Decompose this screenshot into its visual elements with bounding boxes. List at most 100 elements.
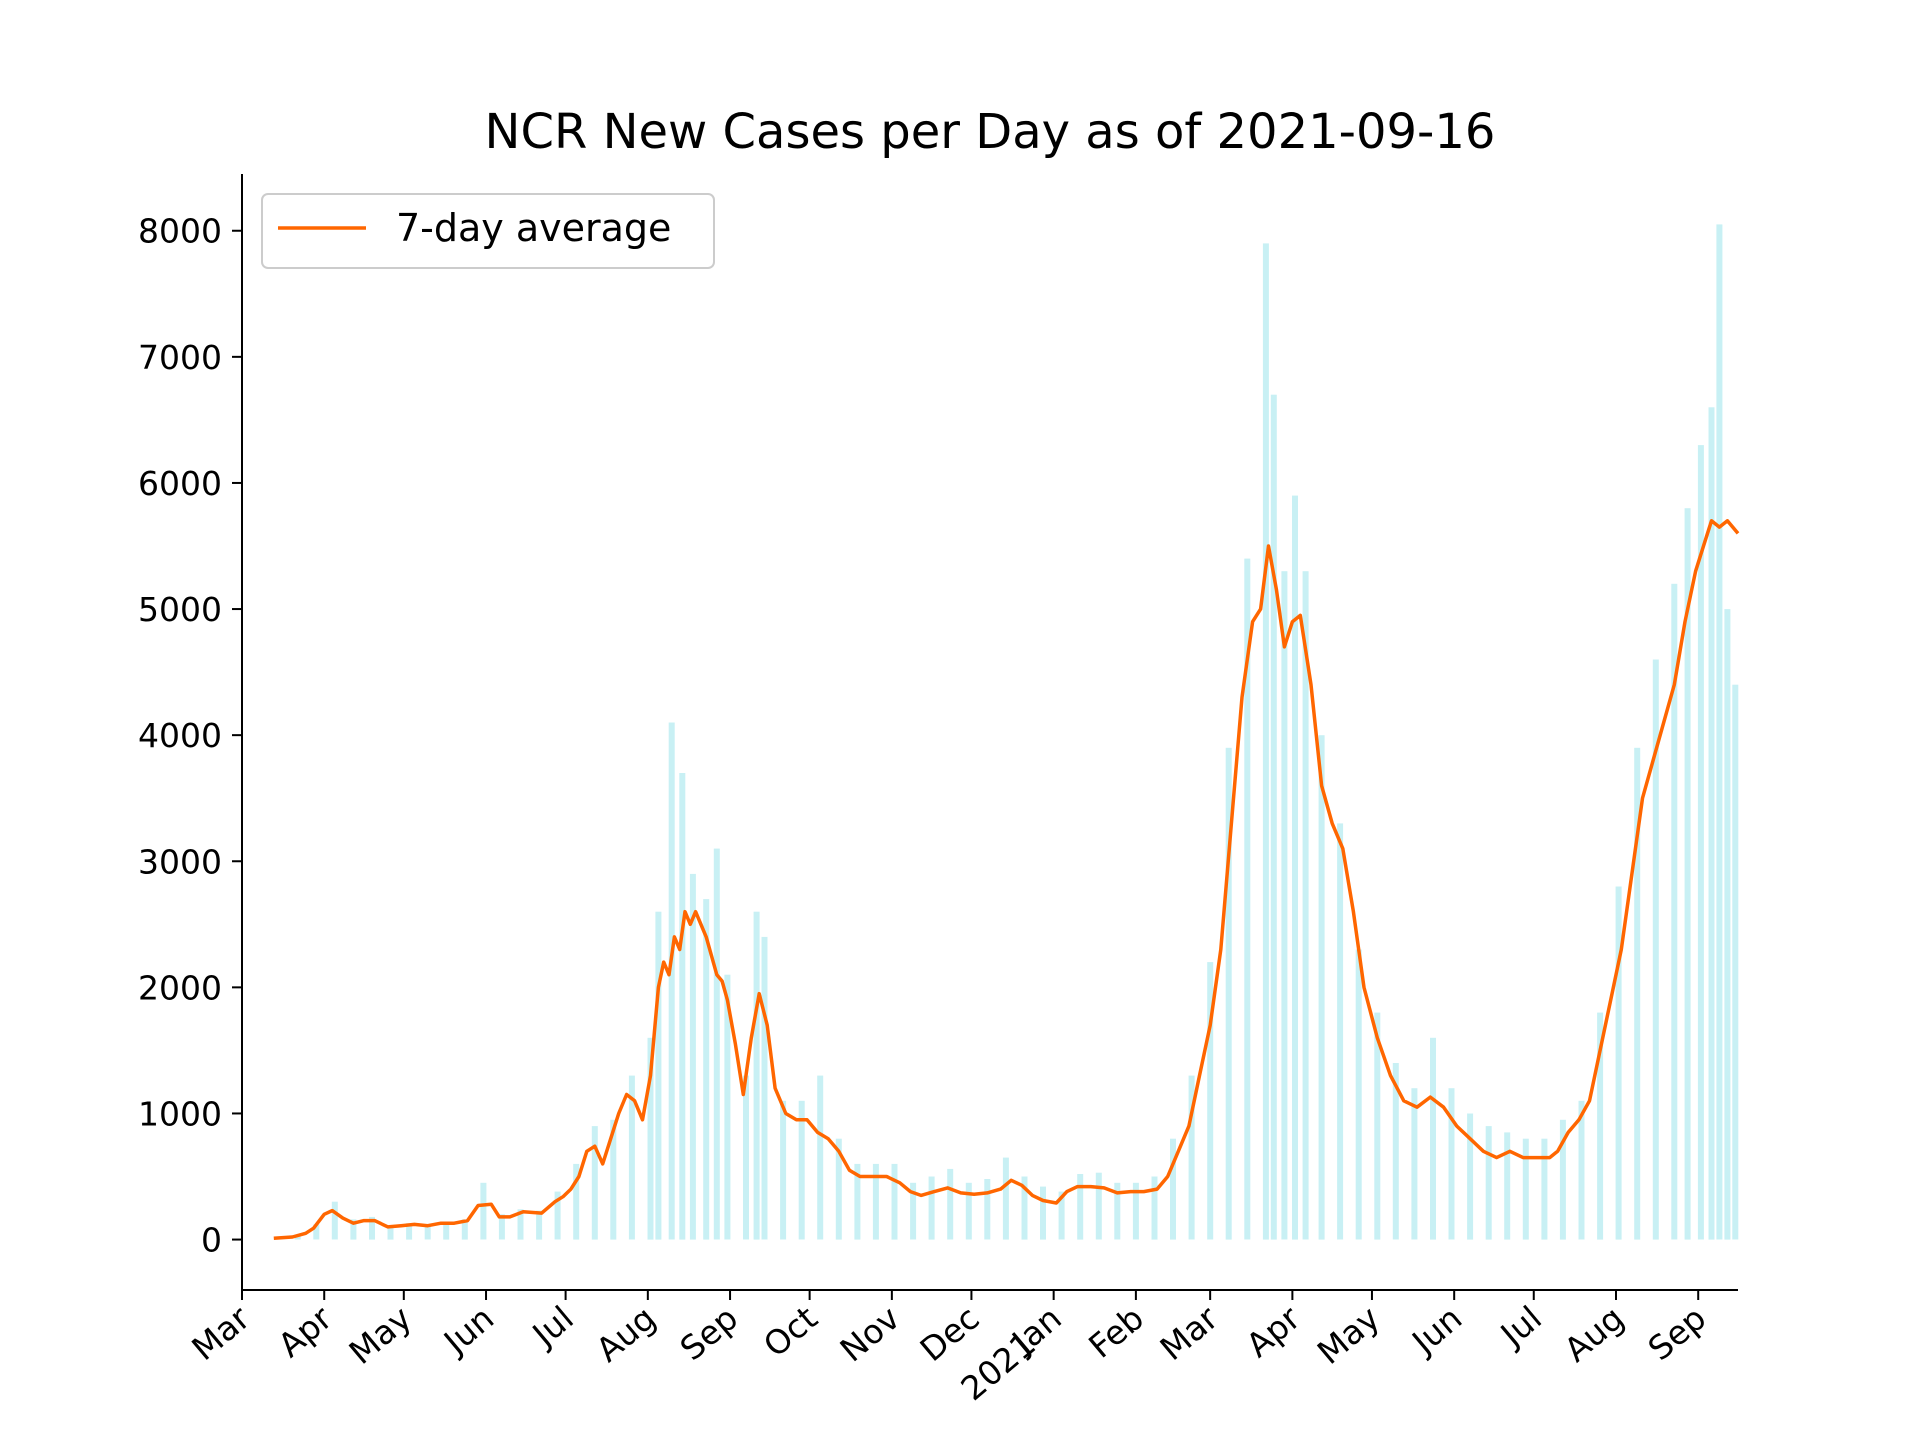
bar-23 (679, 773, 686, 1240)
bar-38 (910, 1182, 917, 1240)
bar-15 (554, 1191, 561, 1240)
bar-25 (703, 899, 710, 1240)
bar-72 (1504, 1132, 1511, 1240)
bar-54 (1207, 962, 1214, 1240)
bar-53 (1188, 1075, 1195, 1240)
bar-4 (350, 1219, 357, 1240)
bar-48 (1095, 1172, 1102, 1240)
legend-label-7-day-average: 7-day average (396, 206, 671, 250)
bar-32 (798, 1100, 805, 1240)
bar-19 (628, 1075, 635, 1240)
y-tick-label: 8000 (138, 212, 222, 251)
bar-37 (891, 1163, 898, 1240)
bar-2 (313, 1224, 320, 1240)
bar-27 (724, 974, 731, 1240)
bar-46 (1058, 1191, 1065, 1240)
bar-36 (872, 1163, 879, 1240)
bar-17 (591, 1126, 598, 1240)
bar-50 (1132, 1182, 1139, 1240)
bar-14 (536, 1210, 543, 1240)
bar-59 (1281, 571, 1288, 1240)
bar-10 (461, 1219, 468, 1240)
bar-7 (406, 1223, 413, 1240)
bar-66 (1392, 1063, 1399, 1240)
daily-cases-bars (276, 224, 1739, 1240)
bar-34 (835, 1138, 842, 1240)
bar-24 (689, 873, 696, 1240)
y-tick-label: 3000 (138, 842, 222, 881)
bar-22 (668, 722, 675, 1240)
bar-52 (1170, 1138, 1176, 1240)
bar-80 (1652, 659, 1659, 1240)
bar-39 (928, 1176, 935, 1240)
bar-63 (1337, 823, 1344, 1240)
bar-70 (1467, 1113, 1474, 1240)
bar-41 (965, 1182, 972, 1240)
bar-55 (1225, 747, 1232, 1240)
bar-73 (1522, 1138, 1529, 1240)
bar-42 (984, 1179, 991, 1240)
bar-12 (498, 1214, 505, 1240)
bar-21 (655, 911, 662, 1240)
y-tick-label: 1000 (138, 1094, 222, 1133)
bar-81 (1671, 583, 1678, 1240)
bar-79 (1634, 747, 1641, 1240)
bar-68 (1430, 1037, 1436, 1240)
bar-47 (1077, 1174, 1084, 1240)
bar-49 (1114, 1182, 1121, 1240)
bar-74 (1541, 1138, 1548, 1240)
series-line-7-day-average (273, 519, 1740, 1241)
y-axis-ticks: 0 1000 2000 3000 4000 5000 6000 7000 8000 (138, 212, 242, 1260)
bar-76 (1578, 1100, 1585, 1240)
bar-35 (854, 1163, 861, 1240)
bar-18 (610, 1119, 617, 1240)
chart-title: NCR New Cases per Day as of 2021-09-16 (485, 104, 1496, 160)
bar-30 (761, 936, 768, 1240)
y-tick-label: 2000 (138, 968, 222, 1007)
bar-83 (1697, 445, 1704, 1240)
bar-85 (1716, 224, 1723, 1240)
bar-11 (480, 1182, 487, 1240)
bar-62 (1318, 735, 1325, 1240)
y-tick-label: 7000 (138, 338, 222, 377)
bar-86 (1724, 609, 1731, 1240)
bar-6 (387, 1225, 394, 1240)
legend-box (261, 193, 715, 269)
y-tick-label: 6000 (138, 464, 222, 503)
bar-13 (517, 1209, 524, 1240)
bar-87 (1732, 684, 1739, 1240)
bar-45 (1040, 1186, 1046, 1240)
y-tick-label: 0 (201, 1221, 222, 1260)
bar-26 (713, 848, 720, 1240)
bar-57 (1262, 243, 1269, 1240)
bar-3 (331, 1201, 338, 1240)
y-tick-label: 5000 (138, 590, 222, 629)
bar-28 (743, 1075, 749, 1240)
bar-65 (1374, 1012, 1381, 1240)
bar-16 (573, 1163, 580, 1240)
bar-44 (1021, 1176, 1028, 1240)
bar-78 (1615, 886, 1622, 1240)
bar-77 (1597, 1012, 1604, 1240)
bar-58 (1270, 394, 1277, 1240)
bar-31 (780, 1100, 787, 1240)
bar-75 (1559, 1119, 1566, 1240)
bar-51 (1151, 1176, 1158, 1240)
bar-20 (647, 1037, 654, 1240)
bar-29 (753, 911, 760, 1240)
legend: 7-day average (261, 193, 715, 269)
bar-43 (1002, 1157, 1009, 1240)
bar-56 (1244, 558, 1251, 1240)
bar-61 (1302, 571, 1309, 1240)
bar-60 (1292, 495, 1298, 1240)
bar-9 (443, 1221, 450, 1240)
bar-8 (424, 1224, 431, 1240)
bar-71 (1485, 1126, 1492, 1240)
bar-40 (947, 1168, 954, 1240)
bar-82 (1684, 508, 1691, 1240)
bar-5 (369, 1216, 375, 1240)
bar-33 (817, 1075, 824, 1240)
y-tick-label: 4000 (138, 716, 222, 755)
bar-64 (1355, 949, 1362, 1240)
